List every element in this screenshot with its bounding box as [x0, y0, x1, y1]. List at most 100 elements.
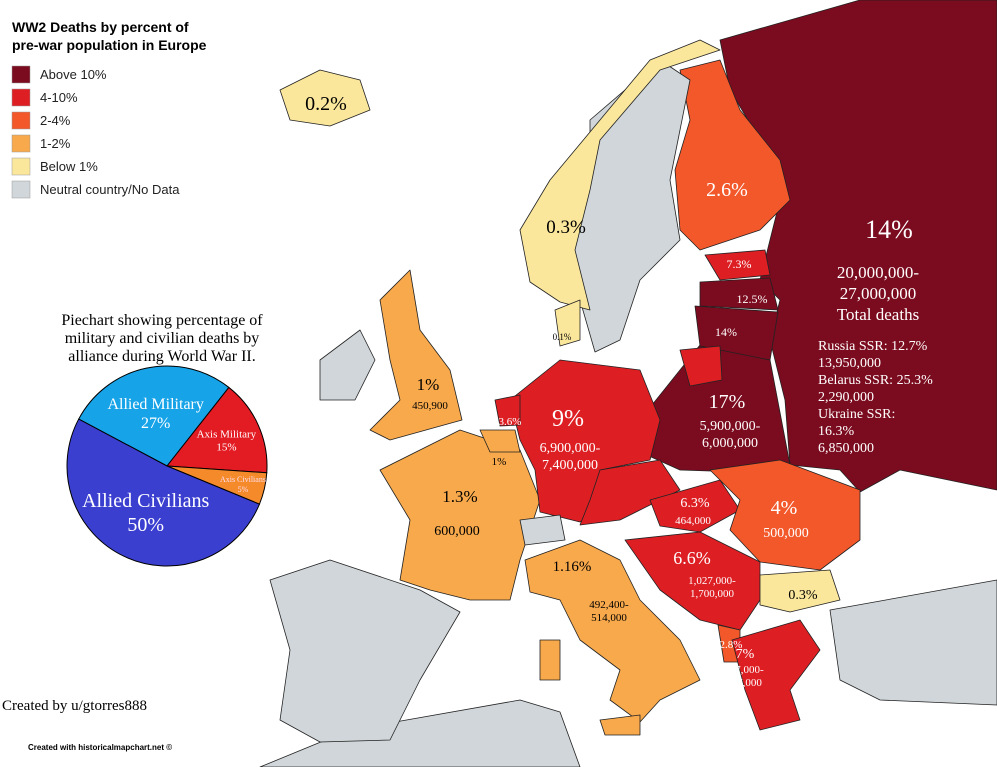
map-label: 2.6% — [706, 179, 748, 201]
map-label: 14% — [715, 325, 737, 339]
map-label: 6.6% — [673, 548, 711, 568]
map-label: 6,900,000- — [540, 441, 601, 456]
map-label: 0.2% — [305, 93, 347, 115]
sicily — [599, 714, 641, 736]
pie-slice — [66, 418, 261, 567]
legend-label: 1-2% — [40, 136, 71, 151]
hungary — [649, 479, 741, 533]
legend-label: 2-4% — [40, 113, 71, 128]
map-label: 500,000 — [763, 526, 809, 541]
legend: Above 10% 4-10% 2-4% 1-2% Below 1% Neutral co… — [11, 65, 180, 199]
title-line: WW2 Deaths by percent of — [12, 19, 189, 35]
map-label: 6,000,000 — [702, 436, 758, 451]
map-label: 7.3% — [727, 257, 752, 271]
east-prussia — [679, 345, 723, 387]
map-label: 1% — [417, 375, 440, 394]
map-label: 0.3% — [546, 217, 586, 238]
legend-swatch — [11, 65, 31, 84]
pie-title-line: Piechart showing percentage of — [61, 312, 263, 329]
map-label: 514,000 — [591, 612, 627, 624]
finland — [674, 59, 791, 251]
map-label: Total deaths — [837, 305, 919, 324]
map-label: 1% — [492, 456, 507, 468]
pie-category-label: Axis Military — [197, 428, 257, 440]
map-label: Ukraine SSR: — [818, 407, 895, 422]
map-label: 600,000 — [434, 524, 480, 539]
iberia — [269, 559, 461, 743]
sardinia — [539, 639, 561, 681]
switzerland — [519, 514, 566, 546]
bulgaria — [759, 569, 841, 613]
denmark — [554, 299, 581, 347]
map-label: 6,850,000 — [818, 441, 874, 456]
map-label: 1.16% — [553, 559, 592, 575]
map-label: 5,900,000- — [700, 419, 761, 434]
legend-label: Below 1% — [40, 159, 98, 174]
pie-value-label: 5% — [238, 485, 249, 494]
map-label: Russia SSR: 12.7% — [818, 339, 928, 354]
ireland — [319, 329, 376, 401]
pie-value-label: 27% — [141, 415, 170, 432]
footer: Created with historicalmapchart.net © — [28, 743, 172, 752]
map-label: 2,290,000 — [818, 390, 874, 405]
map-label: 0.1% — [553, 332, 572, 342]
map-label: Belarus SSR: 25.3% — [818, 373, 933, 388]
romania — [709, 459, 861, 571]
legend-swatch — [11, 88, 31, 107]
greece — [731, 619, 821, 731]
map-label: 464,000 — [675, 515, 711, 527]
map-label: 450,900 — [412, 400, 448, 412]
map-label: 507,000- — [724, 664, 764, 676]
map-label: 1,700,000 — [690, 588, 735, 600]
map — [259, 0, 997, 767]
legend-label: Neutral country/No Data — [40, 182, 180, 197]
legend-swatch — [11, 157, 31, 176]
credit: Created by u/gtorres888 — [2, 698, 147, 714]
legend-swatch — [11, 134, 31, 153]
map-label: 807,000 — [726, 677, 762, 689]
map-label: 492,400- — [589, 599, 629, 611]
belgium — [479, 429, 521, 453]
italy — [524, 539, 701, 723]
map-label: 12.5% — [737, 292, 768, 306]
map-label: 13,950,000 — [818, 356, 881, 371]
pie-slice — [166, 386, 268, 474]
map-label: 9% — [552, 406, 584, 432]
turkey — [829, 579, 997, 706]
legend-label: Above 10% — [40, 67, 107, 82]
map-label: 2.8% — [720, 639, 743, 651]
pie-value-label: 15% — [216, 442, 236, 454]
legend-swatch — [11, 111, 31, 130]
czechoslovakia-austria — [579, 459, 681, 526]
map-label: 3.6% — [499, 416, 522, 428]
great-britain — [369, 269, 463, 441]
map-label: 27,000,000 — [840, 284, 917, 303]
yugoslavia — [624, 531, 761, 631]
map-label: 6.3% — [680, 496, 710, 511]
map-label: 20,000,000- — [837, 263, 920, 282]
map-labels: 0.2% 0.3% 2.6% 14% 20,000,000- 27,000,000 Tota… — [305, 93, 933, 689]
legend-label: 4-10% — [40, 90, 78, 105]
map-label: 7,400,000 — [542, 458, 598, 473]
title: WW2 Deaths by percent of pre-war populati… — [12, 19, 207, 53]
iceland — [279, 69, 371, 127]
map-label: 0.3% — [788, 588, 818, 603]
pie-title-line: alliance during World War II. — [68, 348, 255, 365]
map-label: 17% — [709, 391, 746, 413]
norway — [519, 39, 721, 311]
pie-slice — [78, 365, 230, 467]
pie-title-line: military and civilian deaths by — [65, 330, 260, 347]
pie-category-label: Allied Military — [107, 396, 203, 413]
latvia — [699, 277, 779, 311]
map-label: 16.3% — [818, 424, 855, 439]
map-label: 4% — [771, 497, 798, 519]
pie-category-label: Axis Civilians — [220, 475, 266, 484]
map-label: 7% — [736, 647, 755, 662]
map-label: 1,027,000- — [688, 575, 736, 587]
estonia — [704, 249, 771, 281]
netherlands — [494, 394, 521, 427]
map-label: 14% — [865, 215, 913, 244]
pie-value-label: 50% — [127, 514, 164, 536]
